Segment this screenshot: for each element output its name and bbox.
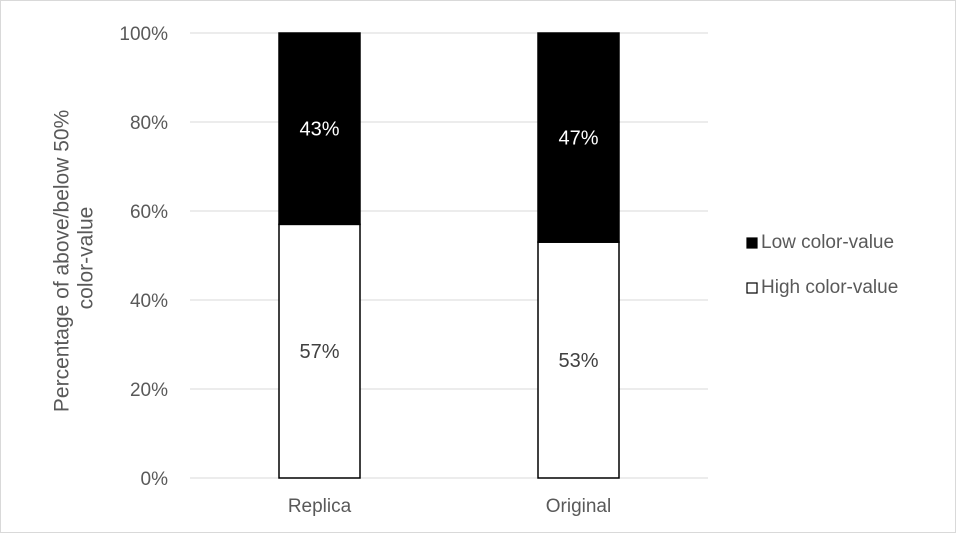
- y-axis-label-line-1: Percentage of above/below 50%: [50, 110, 73, 412]
- y-tick-label: 40%: [130, 291, 168, 312]
- y-tick-label: 20%: [130, 380, 168, 401]
- legend-label: Low color-value: [761, 232, 894, 253]
- bars: [278, 32, 620, 479]
- x-tick-labels: Replica Original: [288, 496, 611, 517]
- data-label: 57%: [299, 341, 339, 363]
- y-tick-label: 100%: [119, 24, 168, 45]
- x-tick-label: Replica: [288, 496, 352, 517]
- y-tick-label: 60%: [130, 202, 168, 223]
- legend-swatch: [746, 237, 758, 249]
- y-tick-labels: 0% 20% 40% 60% 80% 100%: [119, 24, 168, 490]
- y-tick-label: 80%: [130, 113, 168, 134]
- y-axis-label-line-2: color-value: [75, 207, 98, 310]
- bar-segment: [537, 241, 620, 479]
- y-axis-label: Percentage of above/below 50% color-valu…: [50, 104, 97, 412]
- x-tick-label: Original: [546, 496, 611, 517]
- bar-segment: [537, 32, 620, 243]
- data-label: 53%: [558, 350, 598, 372]
- bar-segment: [278, 223, 361, 479]
- legend-swatch: [746, 282, 758, 294]
- legend: Low color-value High color-value: [746, 232, 898, 298]
- data-labels: 57% 43% 53% 47%: [299, 119, 598, 372]
- legend-label: High color-value: [761, 277, 898, 298]
- gridlines: [190, 32, 708, 479]
- data-label: 43%: [299, 119, 339, 141]
- y-tick-label: 0%: [141, 469, 169, 490]
- bar-segment: [278, 32, 361, 226]
- data-label: 47%: [558, 128, 598, 150]
